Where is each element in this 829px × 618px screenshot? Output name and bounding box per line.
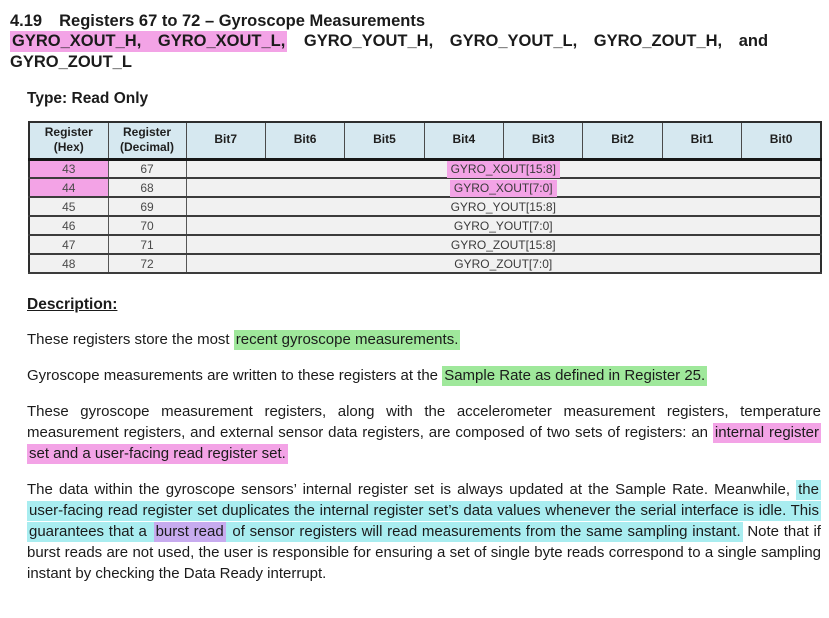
datasheet-page: 4.19 Registers 67 to 72 – Gyroscope Measu… [0, 11, 829, 618]
table-header-row: Register (Hex) Register (Decimal) Bit7 Bit6… [28, 122, 822, 159]
register-names-heading: GYRO_XOUT_H, GYRO_XOUT_L, GYRO_YOUT_H, G… [10, 31, 822, 73]
column-header: Bit1 [661, 122, 743, 159]
description-heading: Description: [27, 296, 118, 313]
bits-value-highlighted: GYRO_XOUT[15:8] [446, 160, 560, 178]
column-header: Bit4 [423, 122, 505, 159]
register-bits-cell: GYRO_YOUT[7:0] [185, 215, 822, 236]
bits-value: GYRO_YOUT[7:0] [453, 218, 553, 233]
register-bits-cell: GYRO_YOUT[15:8] [185, 196, 822, 217]
bits-value-highlighted: GYRO_XOUT[7:0] [449, 179, 557, 197]
register-bits-cell: GYRO_ZOUT[7:0] [185, 253, 822, 274]
register-bits-cell: GYRO_ZOUT[15:8] [185, 234, 822, 255]
register-hex-cell: 48 [28, 253, 109, 274]
paragraph: These registers store the most recent gy… [27, 329, 821, 350]
column-header: Register (Decimal) [107, 122, 187, 159]
column-header: Bit2 [582, 122, 663, 159]
section-title-text: Registers 67 to 72 – Gyroscope Measureme… [59, 12, 426, 30]
highlight-purple: burst read [153, 522, 226, 542]
highlight-cyan: of sensor registers will read measuremen… [225, 522, 743, 542]
register-bits-cell: GYRO_XOUT[15:8] [185, 158, 822, 179]
table-body: 43 67 GYRO_XOUT[15:8] 44 68 GYRO_XOUT[7:0] 45 6… [28, 158, 822, 274]
register-decimal-cell: 70 [107, 215, 187, 236]
column-header: Bit7 [185, 122, 266, 159]
bits-value: GYRO_YOUT[15:8] [450, 199, 556, 214]
register-names-highlighted: GYRO_XOUT_H, GYRO_XOUT_L, [10, 31, 288, 52]
table-row: 45 69 GYRO_YOUT[15:8] [28, 196, 822, 217]
table-row: 46 70 GYRO_YOUT[7:0] [28, 215, 822, 236]
column-header: Bit6 [264, 122, 346, 159]
register-hex-cell: 43 [28, 158, 109, 179]
text-segment: The data within the gyroscope sensors’ i… [27, 481, 797, 498]
column-header: Bit0 [741, 122, 822, 159]
paragraph: These gyroscope measurement registers, a… [27, 401, 821, 464]
text-segment: Note that if burst reads are not used, t… [27, 523, 821, 582]
column-header: Bit3 [502, 122, 584, 159]
section-title: 4.19 Registers 67 to 72 – Gyroscope Measu… [10, 11, 829, 31]
section-number: 4.19 [10, 12, 43, 30]
text-segment: These gyroscope measurement registers, a… [27, 403, 821, 441]
highlight-green: recent gyroscope measurements. [233, 330, 461, 350]
table-head: Register (Hex) Register (Decimal) Bit7 Bit6… [28, 122, 822, 159]
register-hex-cell: 46 [28, 215, 109, 236]
table-row: 44 68 GYRO_XOUT[7:0] [28, 177, 822, 198]
register-table: Register (Hex) Register (Decimal) Bit7 Bit6… [28, 121, 822, 274]
paragraph: Gyroscope measurements are written to th… [27, 365, 821, 386]
table-row: 43 67 GYRO_XOUT[15:8] [28, 158, 822, 179]
description-paragraphs: These registers store the most recent gy… [0, 329, 829, 584]
column-header: Bit5 [344, 122, 425, 159]
highlight-green: Sample Rate as defined in Register 25. [442, 366, 708, 386]
table-row: 47 71 GYRO_ZOUT[15:8] [28, 234, 822, 255]
register-names-rest: GYRO_YOUT_H, GYRO_YOUT_L, GYRO_ZOUT_H, a… [10, 32, 769, 71]
register-decimal-cell: 67 [107, 158, 187, 179]
register-decimal-cell: 69 [107, 196, 187, 217]
bits-value: GYRO_ZOUT[15:8] [450, 237, 556, 252]
register-bits-cell: GYRO_XOUT[7:0] [185, 177, 822, 198]
text-segment: These registers store the most [27, 331, 234, 348]
table-row: 48 72 GYRO_ZOUT[7:0] [28, 253, 822, 274]
bits-value: GYRO_ZOUT[7:0] [454, 256, 553, 271]
type-label: Type: Read Only [27, 90, 149, 107]
register-decimal-cell: 71 [107, 234, 187, 255]
register-hex-cell: 44 [28, 177, 109, 198]
register-hex-cell: 47 [28, 234, 109, 255]
register-hex-cell: 45 [28, 196, 109, 217]
register-decimal-cell: 72 [107, 253, 187, 274]
register-decimal-cell: 68 [107, 177, 187, 198]
column-header: Register (Hex) [28, 122, 109, 159]
paragraph: The data within the gyroscope sensors’ i… [27, 479, 821, 584]
text-segment: Gyroscope measurements are written to th… [27, 367, 443, 384]
